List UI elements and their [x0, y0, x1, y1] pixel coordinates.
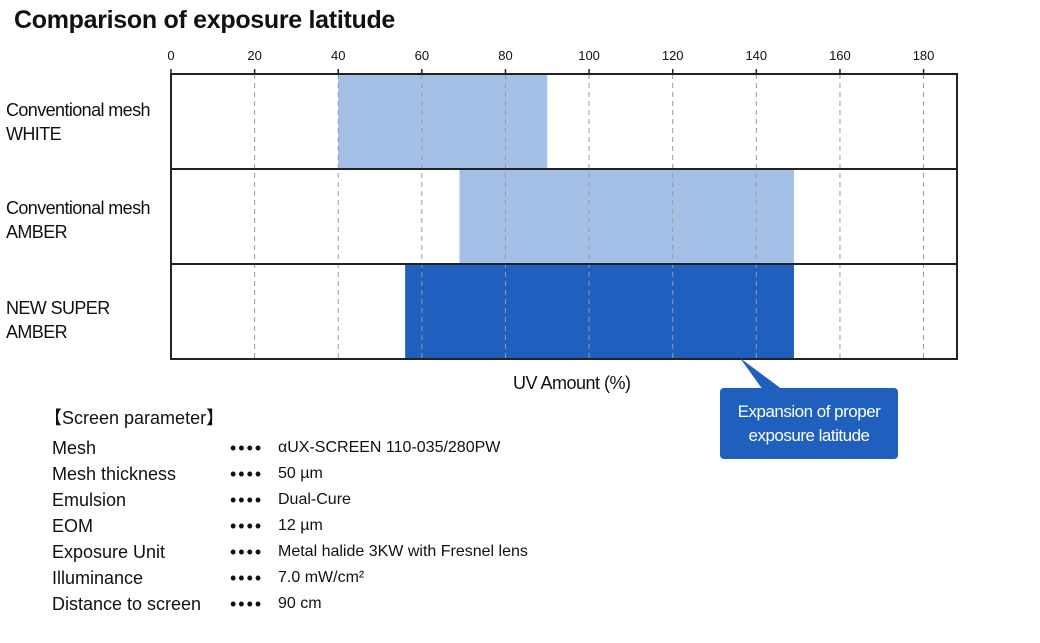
callout-line1: Expansion of proper — [737, 401, 881, 421]
range-bar — [338, 74, 548, 169]
tick-label: 120 — [662, 48, 684, 63]
param-name: Emulsion — [52, 490, 127, 510]
exposure-latitude-chart: 0 20 40 60 80 100 120 140 160 180 — [167, 48, 958, 360]
tick-label: 40 — [331, 48, 345, 63]
param-leader-dots: •••• — [230, 438, 264, 458]
category-label-line1: Conventional mesh — [6, 198, 150, 218]
category-label-white: Conventional mesh WHITE — [6, 98, 171, 146]
param-name: Mesh — [52, 438, 97, 458]
param-name: Illuminance — [52, 568, 144, 588]
tick-label: 160 — [829, 48, 851, 63]
param-value: Metal halide 3KW with Fresnel lens — [278, 543, 528, 560]
range-bar — [459, 169, 794, 264]
tick-label: 60 — [415, 48, 429, 63]
tick-label: 100 — [578, 48, 600, 63]
callout-line2: exposure latitude — [748, 425, 870, 445]
x-axis-label: UV Amount (%) — [513, 373, 631, 393]
param-leader-dots: •••• — [230, 542, 264, 562]
param-name: Mesh thickness — [52, 464, 177, 484]
screen-parameter-heading: 【Screen parameter】 — [44, 408, 225, 428]
param-name: Distance to screen — [52, 594, 202, 614]
param-leader-dots: •••• — [230, 594, 264, 614]
tick-label: 180 — [913, 48, 935, 63]
tick-label: 80 — [498, 48, 512, 63]
plot-frame — [170, 73, 958, 360]
param-name: EOM — [52, 516, 94, 536]
param-name: Exposure Unit — [52, 542, 166, 562]
param-value: αUX-SCREEN 110-035/280PW — [278, 439, 501, 456]
category-label-amber: Conventional mesh AMBER — [6, 196, 171, 244]
callout-pointer-icon — [740, 358, 783, 390]
param-leader-dots: •••• — [230, 490, 264, 510]
tick-label: 140 — [745, 48, 767, 63]
param-leader-dots: •••• — [230, 464, 264, 484]
category-label-line1: Conventional mesh — [6, 100, 150, 120]
category-label-line2: AMBER — [6, 322, 68, 342]
range-bar — [405, 264, 794, 359]
category-label-line2: WHITE — [6, 124, 62, 144]
category-label-new-super-amber: NEW SUPER AMBER — [6, 296, 171, 344]
category-label-line1: NEW SUPER — [6, 298, 110, 318]
category-label-line2: AMBER — [6, 222, 68, 242]
param-value: 90 cm — [278, 595, 322, 612]
tick-label: 0 — [167, 48, 174, 63]
latitude-expansion-callout: Expansion of proper exposure latitude — [720, 388, 898, 459]
param-leader-dots: •••• — [230, 568, 264, 588]
param-value: Dual-Cure — [278, 491, 351, 508]
chart-title: Comparison of exposure latitude — [14, 6, 396, 34]
param-value: 7.0 mW/cm² — [278, 569, 365, 586]
param-leader-dots: •••• — [230, 516, 264, 536]
tick-label: 20 — [247, 48, 261, 63]
param-value: 50 µm — [278, 465, 323, 482]
param-value: 12 µm — [278, 517, 323, 534]
